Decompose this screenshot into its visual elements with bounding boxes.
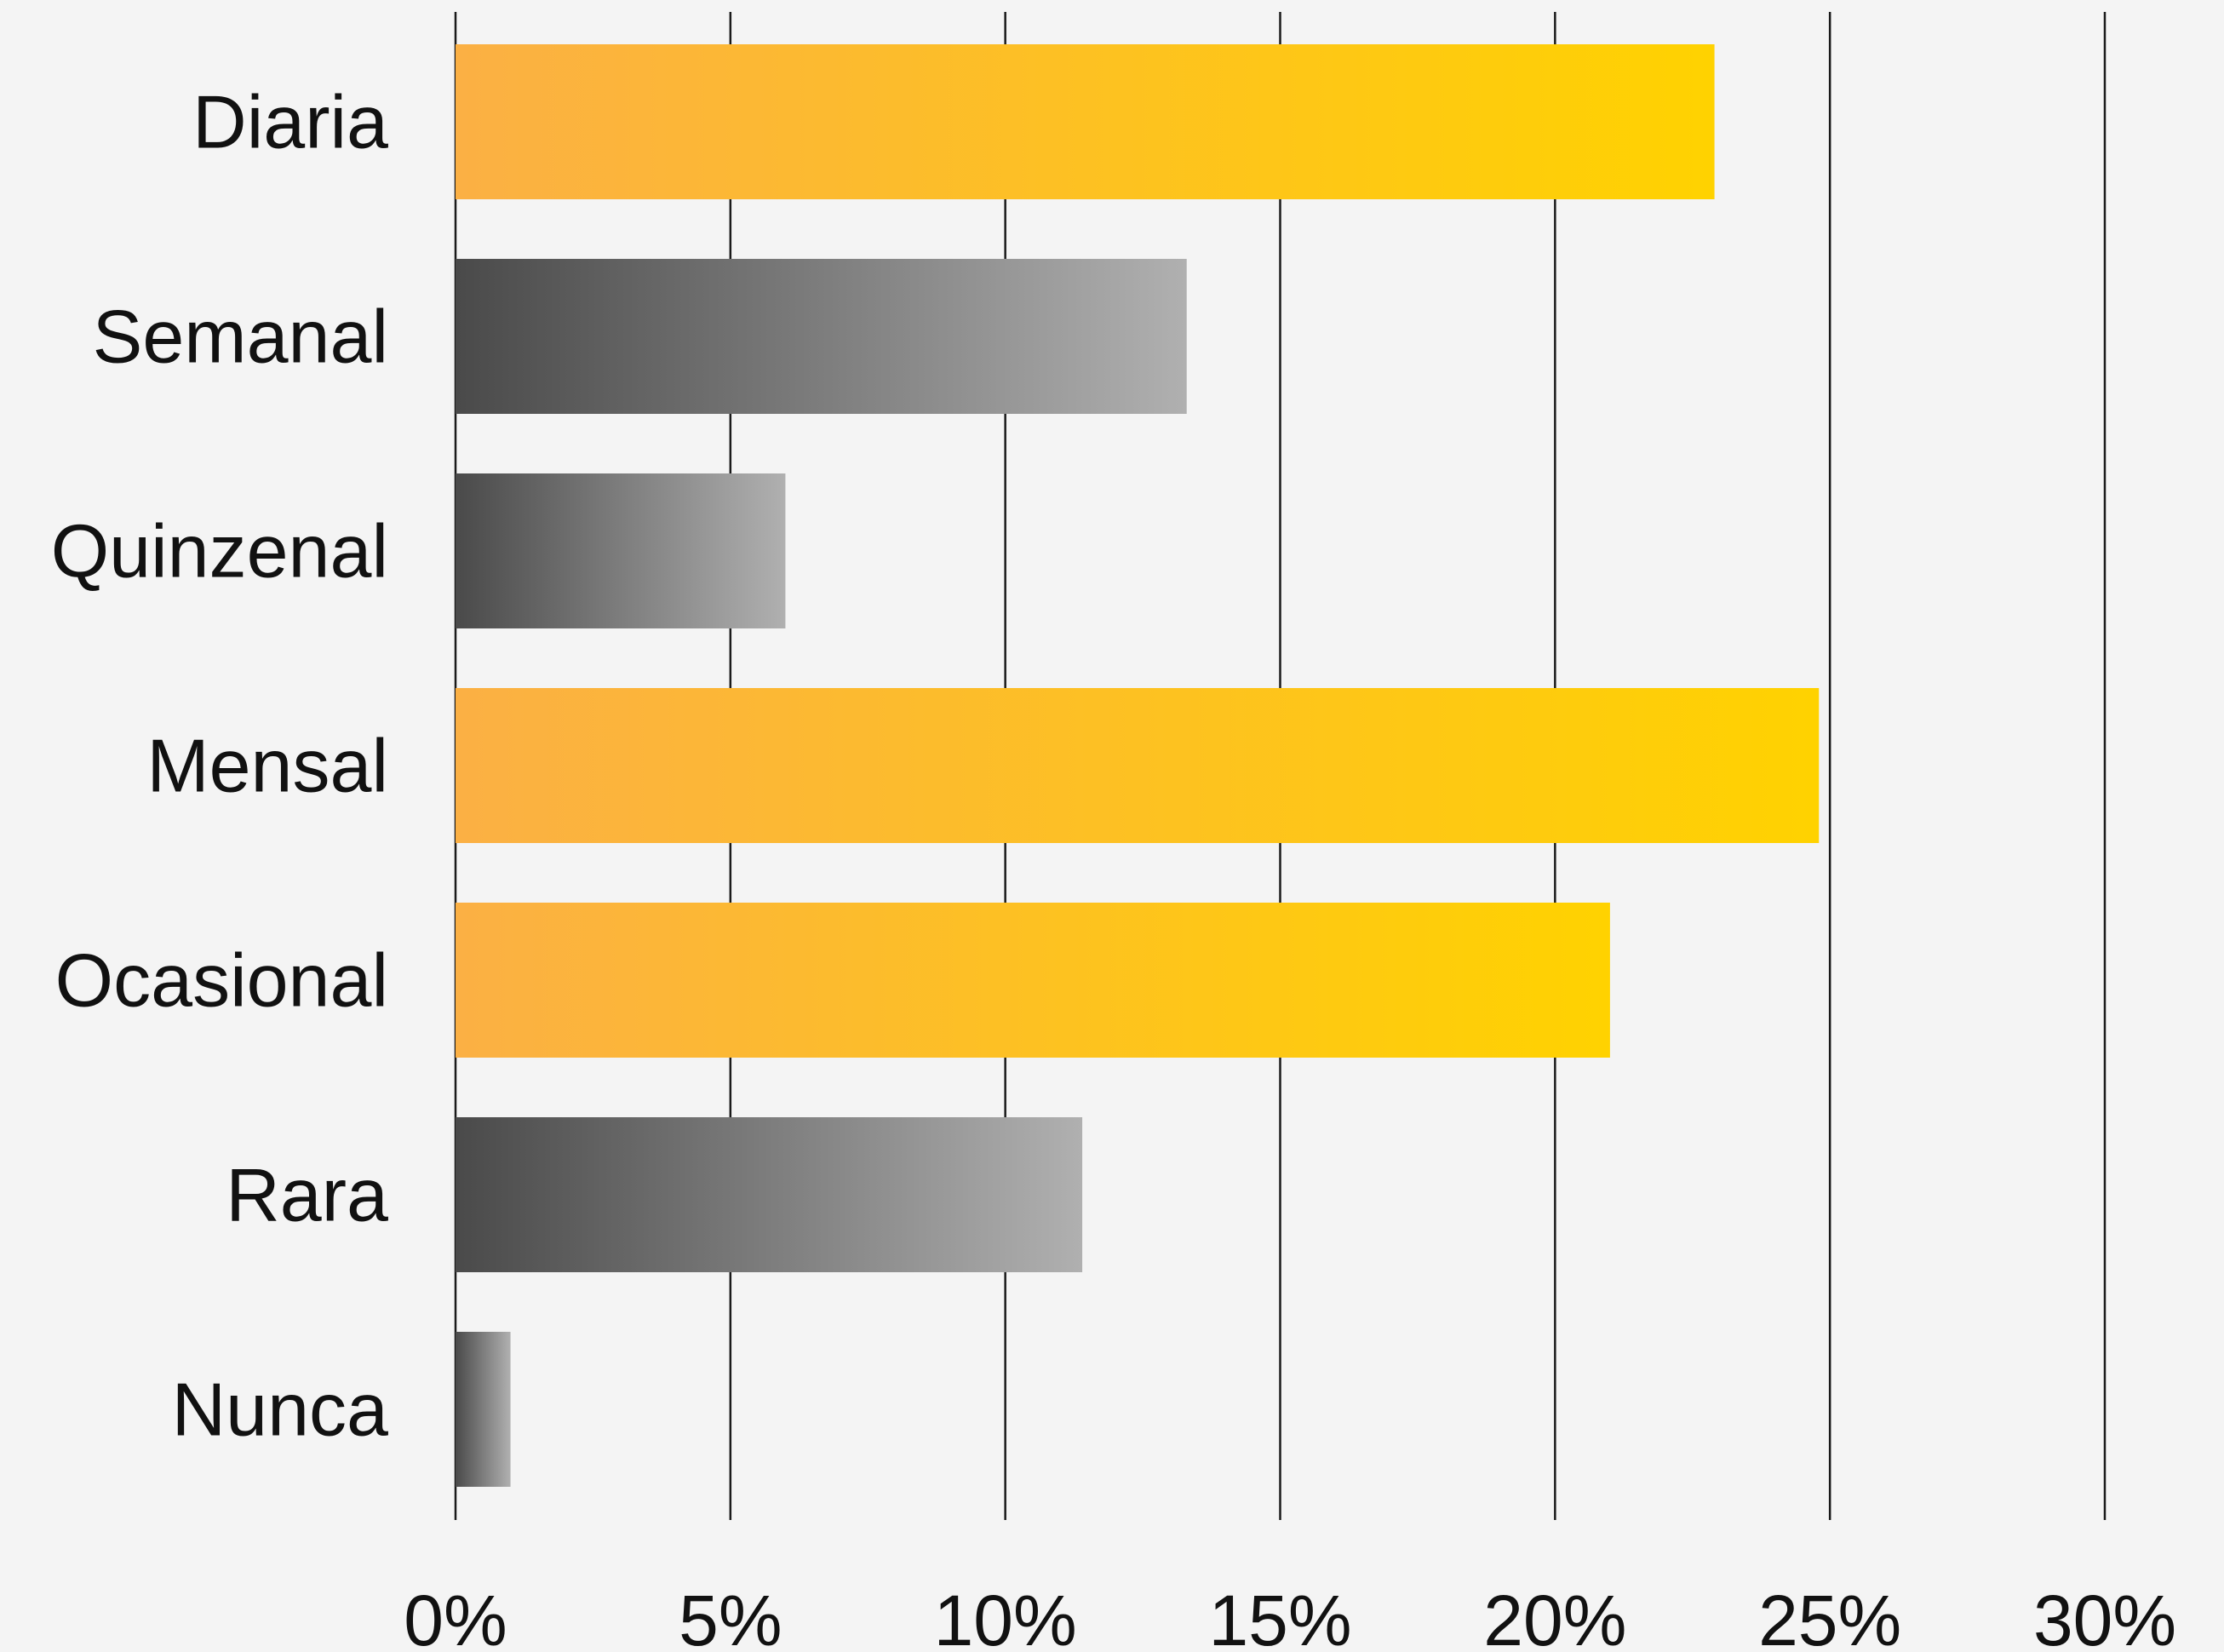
category-label-nunca: Nunca — [172, 1368, 388, 1452]
category-label-rara: Rara — [226, 1153, 388, 1237]
category-label-mensal: Mensal — [146, 724, 388, 808]
x-tick-label-20: 20% — [1483, 1580, 1626, 1652]
x-tick-label-25: 25% — [1758, 1580, 1901, 1652]
category-labels: Diaria Semanal Quinzenal Mensal Ocasional Rar… — [51, 80, 388, 1452]
x-axis-tick-labels: 0% 5% 10% 15% 20% 25% 30% — [404, 1580, 2176, 1652]
bar-nunca — [456, 1332, 511, 1487]
x-tick-label-0: 0% — [404, 1580, 507, 1652]
bar-rara — [456, 1117, 1083, 1272]
x-tick-label-15: 15% — [1208, 1580, 1351, 1652]
x-tick-label-5: 5% — [679, 1580, 782, 1652]
bars — [456, 44, 1820, 1487]
category-label-ocasional: Ocasional — [55, 938, 388, 1023]
bar-diaria — [456, 44, 1715, 199]
category-label-semanal: Semanal — [93, 295, 388, 379]
bar-ocasional — [456, 903, 1610, 1058]
x-tick-label-10: 10% — [934, 1580, 1077, 1652]
category-label-quinzenal: Quinzenal — [51, 509, 388, 594]
x-tick-label-30: 30% — [2033, 1580, 2176, 1652]
bar-semanal — [456, 259, 1187, 414]
bar-quinzenal — [456, 473, 786, 628]
bar-mensal — [456, 688, 1820, 843]
category-label-diaria: Diaria — [192, 80, 388, 164]
